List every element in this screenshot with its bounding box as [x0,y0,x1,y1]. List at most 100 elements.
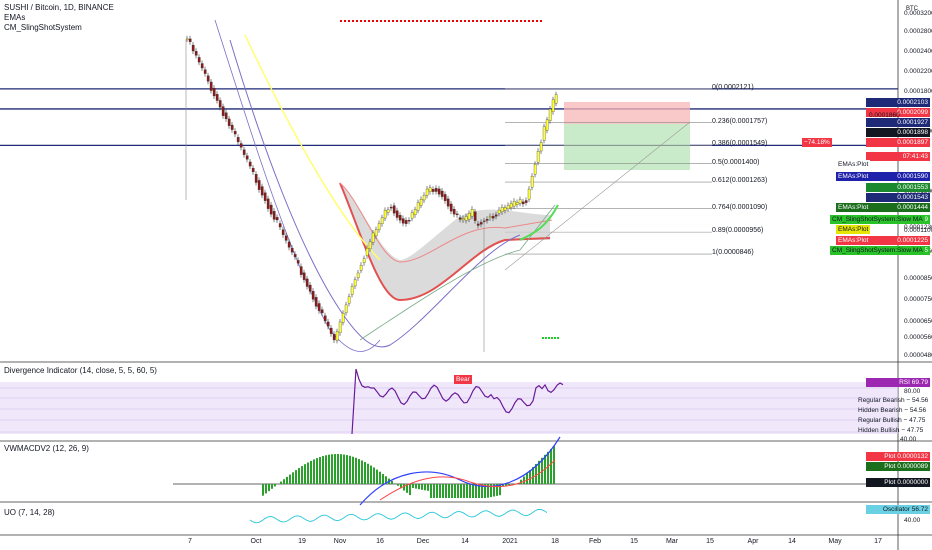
macd-histogram-bar [427,484,429,491]
candle [488,216,492,218]
macd-histogram-bar [298,468,300,484]
macd-histogram-bar [385,476,387,484]
macd-histogram-bar [553,446,555,484]
uo-pane-title[interactable]: UO (7, 14, 28) [4,508,55,517]
macd-histogram-bar [367,463,369,484]
divergence-pane-title[interactable]: Divergence Indicator (14, close, 5, 5, 6… [4,366,157,375]
macd-histogram-bar [409,484,411,496]
macd-label: Plot 0.0000089 [866,462,930,471]
rsi-band [0,382,898,434]
macd-histogram-bar [472,484,474,498]
candle [350,286,354,295]
macd-histogram-bar [463,484,465,498]
vwmacd-pane-title[interactable]: VWMACDV2 (12, 26, 9) [4,444,89,453]
fib-level-label: 1(0.0000846) [712,249,754,257]
candle [299,266,303,275]
candle [500,207,504,212]
candle [191,44,195,52]
candle [407,220,411,222]
candle [443,194,447,201]
macd-histogram-bar [499,484,501,496]
price-text-2: 0.0001236 [904,224,932,231]
candle [230,124,234,130]
macd-histogram-bar [424,484,426,491]
candle [224,112,228,120]
macd-histogram-bar [433,484,435,498]
candle [419,199,423,206]
rsi-line [351,368,564,435]
candle [248,161,252,167]
signal-dot [360,20,362,22]
candle [371,232,375,243]
candle [485,219,489,221]
time-tick-label: 17 [874,538,882,545]
macd-histogram-bar [391,480,393,484]
macd-histogram-bar [334,454,336,484]
candle [317,303,321,311]
candle [542,126,546,141]
fib-level-label: 0.386(0.0001549) [712,140,768,148]
candle [308,284,312,292]
candle [233,131,237,135]
candle [287,241,291,248]
candle [548,108,552,121]
candle [512,201,516,207]
fast-ma-line [339,182,553,263]
macd-histogram-bar [280,481,282,484]
macd-histogram-bar [484,484,486,498]
price-text-1: 0.0001860 [869,112,900,119]
ema-indicator-label[interactable]: EMAs [4,13,26,22]
macd-label: Plot 0.0000000 [866,478,930,487]
candle [236,137,240,143]
signal-dot [504,20,506,22]
fib-level-label: 0.89(0.0000956) [712,227,764,235]
rsi-badge: RSI 69.79 [866,378,930,387]
stop-loss-zone [564,102,690,124]
macd-histogram-bar [313,459,315,484]
candle [338,321,342,333]
candle [521,201,525,205]
slingshot-indicator-label[interactable]: CM_SlingShotSystem [4,23,82,32]
price-badge: 0.0001898 [866,128,930,137]
time-tick-label: Dec [416,538,430,545]
candle [263,192,267,201]
signal-dot [368,20,370,22]
candle [356,272,360,279]
time-tick-label: 7 [188,538,192,545]
signal-dot [520,20,522,22]
candle [320,309,324,314]
macd-histogram-bar [355,457,357,484]
signal-dot [476,20,478,22]
time-tick-label: 14 [788,538,796,545]
candle [377,223,381,230]
candle [311,291,315,300]
signal-dot [516,20,518,22]
macd-histogram-bar [397,484,399,486]
candle [206,75,210,82]
price-tick-label: 0.0000560 [904,334,932,341]
signal-dot [512,20,514,22]
price-tick-label: 0.0002200 [904,68,932,75]
signal-dot [532,20,534,22]
macd-histogram-bar [364,462,366,484]
time-tick-label: May [828,538,842,545]
price-badge: 0.0002099 [866,108,930,117]
candle [503,207,507,211]
candle [515,202,519,205]
candle [422,195,426,201]
time-tick-label: Oct [250,538,262,545]
signal-dot [424,20,426,22]
candle [395,210,399,218]
candle [383,210,387,219]
candle [314,297,318,307]
candle [185,38,189,41]
symbol-title: SUSHI / Bitcoin, 1D, BINANCE [4,3,114,12]
candle [305,278,309,287]
price-tick-label: 0.0000850 [904,275,932,282]
candle [257,180,261,190]
bear-label: Bear [454,375,472,384]
macd-histogram-bar [289,474,291,484]
signal-dot [428,20,430,22]
macd-histogram-bar [523,476,525,484]
